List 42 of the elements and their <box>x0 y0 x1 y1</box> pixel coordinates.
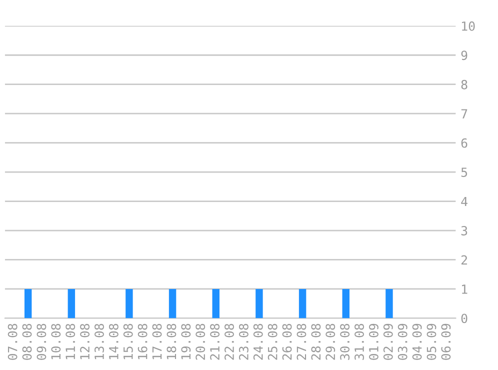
x-tick-label: 07.08 <box>8 324 18 360</box>
y-tick-label: 6 <box>461 138 468 148</box>
y-tick-label: 4 <box>461 196 468 206</box>
x-tick-label: 27.08 <box>296 324 306 360</box>
x-tick-label: 17.08 <box>152 324 162 360</box>
x-tick-label: 16.08 <box>138 324 148 360</box>
x-tick-label: 02.09 <box>383 324 393 360</box>
x-tick-label: 24.08 <box>253 324 263 360</box>
x-tick-label: 14.08 <box>108 324 118 360</box>
x-tick-label: 19.08 <box>181 324 191 360</box>
x-tick-label: 28.08 <box>311 324 321 360</box>
y-tick-label: 8 <box>461 80 468 90</box>
x-tick-label: 03.09 <box>398 324 408 360</box>
y-tick-label: 3 <box>461 226 468 236</box>
x-tick-label: 10.08 <box>51 324 61 360</box>
x-tick-label: 26.08 <box>282 324 292 360</box>
x-tick-label: 08.08 <box>22 324 32 360</box>
x-tick-label: 11.08 <box>66 324 76 360</box>
x-tick-label: 20.08 <box>196 324 206 360</box>
x-tick-label: 01.09 <box>368 324 378 360</box>
x-tick-label: 05.09 <box>426 324 436 360</box>
x-tick-label: 25.08 <box>268 324 278 360</box>
x-tick-label: 13.08 <box>94 324 104 360</box>
x-tick-label: 18.08 <box>166 324 176 360</box>
y-tick-label: 5 <box>461 168 468 178</box>
x-tick-label: 06.09 <box>441 324 451 360</box>
x-tick-label: 31.08 <box>354 324 364 360</box>
y-tick-label: 9 <box>461 50 468 60</box>
x-tick-label: 15.08 <box>123 324 133 360</box>
y-tick-label: 1 <box>462 284 468 294</box>
x-tick-label: 22.08 <box>224 324 234 360</box>
y-tick-label: 7 <box>461 109 468 118</box>
y-tick-label: 0 <box>461 314 468 324</box>
y-tick-label: 10 <box>462 21 475 31</box>
x-tick-label: 12.08 <box>80 324 90 360</box>
x-tick-label: 23.08 <box>238 324 248 360</box>
x-tick-label: 29.08 <box>326 324 336 360</box>
x-tick-label: 21.08 <box>210 324 220 360</box>
x-tick-label: 30.08 <box>340 324 350 360</box>
x-tick-label: 04.09 <box>412 324 422 360</box>
x-tick-label: 09.08 <box>36 324 46 360</box>
y-tick-label: 2 <box>461 255 467 265</box>
